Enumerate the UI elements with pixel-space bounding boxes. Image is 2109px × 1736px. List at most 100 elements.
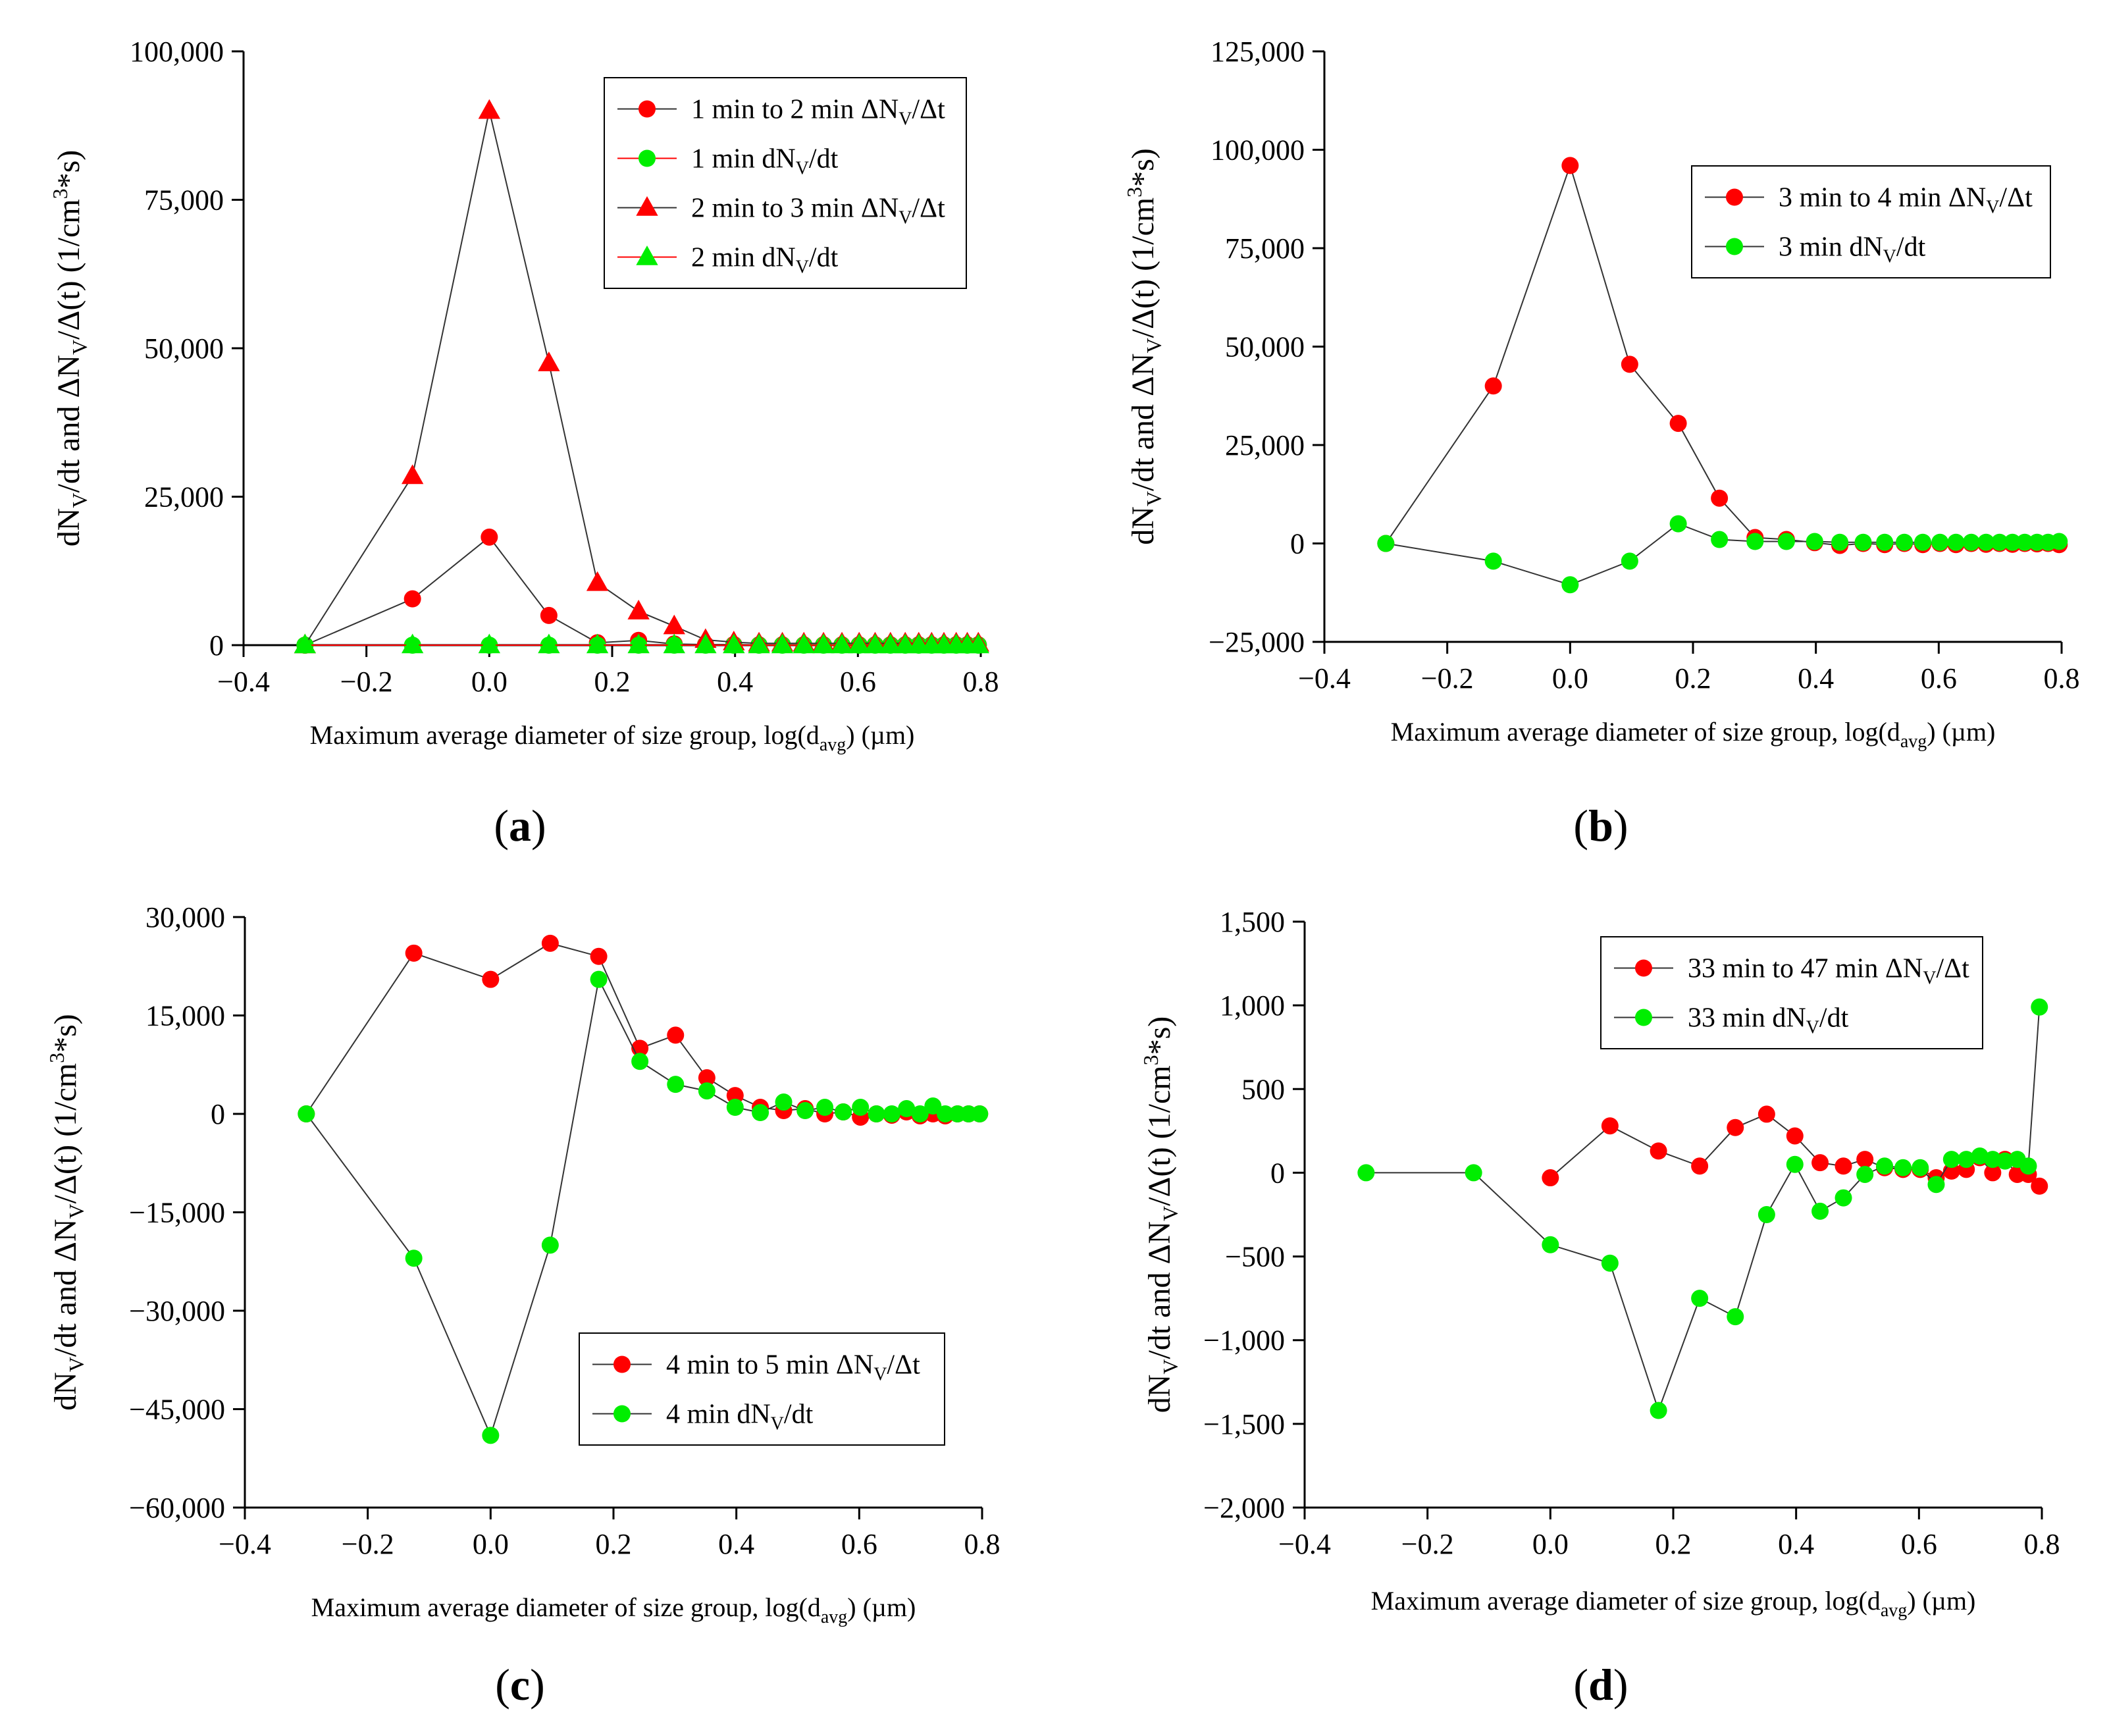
legend-marker xyxy=(1635,1009,1652,1026)
y-tick-label: 0 xyxy=(211,1098,225,1130)
data-point xyxy=(1835,1189,1852,1207)
y-axis-label: dNV/dt and ΔNV/Δ(t) (1/cm3*s) xyxy=(1139,1016,1182,1413)
data-point xyxy=(538,633,560,654)
data-point xyxy=(1896,533,1914,551)
data-point xyxy=(723,633,745,654)
legend-marker xyxy=(638,100,656,118)
legend-label: 3 min dNV/dt xyxy=(1779,232,1926,267)
chart-panel-a: −0.4 −0.2 0.0 0.2 0.4 0.6 0.8 0 25,000 50,000 75,0… xyxy=(0,0,1054,790)
data-point xyxy=(1691,1290,1709,1307)
legend-label: 3 min to 4 min ΔNV/Δt xyxy=(1779,183,2033,218)
x-axis-label: Maximum average diameter of size group, … xyxy=(1371,1586,1976,1621)
x-tick-label: 0.0 xyxy=(471,666,508,698)
data-point xyxy=(831,633,853,654)
y-tick-label: 25,000 xyxy=(1225,429,1305,461)
data-point xyxy=(726,1099,744,1117)
legend-label: 2 min to 3 min ΔNV/Δt xyxy=(691,194,945,228)
data-point xyxy=(401,464,424,485)
x-tick-label: −0.4 xyxy=(217,666,270,698)
y-tick-label: 50,000 xyxy=(1225,331,1305,363)
data-point xyxy=(482,1427,500,1444)
data-point xyxy=(1758,1206,1775,1223)
data-point xyxy=(898,1100,916,1118)
legend-label: 33 min to 47 min ΔNV/Δt xyxy=(1688,954,1969,989)
data-point xyxy=(1811,1154,1829,1172)
data-point xyxy=(1931,533,1949,551)
data-point xyxy=(1927,1176,1945,1194)
data-point xyxy=(1835,1157,1852,1175)
data-point xyxy=(1465,1164,1482,1182)
data-point xyxy=(1977,533,1995,551)
y-tick-label: 75,000 xyxy=(144,184,224,217)
data-point xyxy=(663,633,685,654)
y-axis-label: dNV/dt and ΔNV/Δ(t) (1/cm3*s) xyxy=(48,150,91,547)
data-point xyxy=(1962,533,1980,551)
y-axis-label: dNV/dt and ΔNV/Δ(t) (1/cm3*s) xyxy=(45,1014,88,1411)
x-tick-label: 0.4 xyxy=(717,666,753,698)
data-point xyxy=(1561,576,1579,594)
y-tick-label: −25,000 xyxy=(1209,626,1305,658)
y-tick-label: −1,500 xyxy=(1203,1408,1285,1440)
data-point xyxy=(1621,552,1638,570)
y-tick-label: 0 xyxy=(209,629,224,662)
data-point xyxy=(1377,535,1395,552)
x-tick-label: 0.2 xyxy=(594,666,631,698)
data-point xyxy=(1650,1402,1667,1419)
y-tick-label: −60,000 xyxy=(129,1492,225,1524)
data-point xyxy=(694,633,717,654)
data-point xyxy=(1786,1127,1804,1145)
legend-marker xyxy=(636,196,658,216)
x-tick-label: −0.2 xyxy=(342,1528,394,1560)
data-point xyxy=(1777,533,1795,550)
legend-marker xyxy=(638,149,656,167)
panel-label-d: (d) xyxy=(1573,1660,1628,1710)
data-point xyxy=(726,1087,744,1105)
chart-panel-b: −0.4 −0.2 0.0 0.2 0.4 0.6 0.8 −25,000 0 25,000 50,… xyxy=(1054,0,2109,790)
x-tick-label: 0.4 xyxy=(1798,662,1834,695)
series-0 xyxy=(1542,1105,2048,1195)
x-tick-label: −0.2 xyxy=(1401,1528,1454,1560)
data-point xyxy=(924,1097,942,1115)
data-point xyxy=(586,633,609,654)
y-axis-label: dNV/dt and ΔNV/Δ(t) (1/cm3*s) xyxy=(1122,148,1166,545)
data-point xyxy=(1856,1151,1874,1169)
data-point xyxy=(1601,1254,1619,1272)
legend-box xyxy=(604,77,967,289)
data-point xyxy=(1876,533,1894,551)
panel-label-b: (b) xyxy=(1573,801,1628,851)
x-tick-label: 0.8 xyxy=(2044,662,2080,695)
data-point xyxy=(771,633,794,654)
series-3 xyxy=(294,633,989,654)
data-point xyxy=(663,614,685,635)
x-tick-label: 0.4 xyxy=(718,1528,754,1560)
data-point xyxy=(1484,377,1502,395)
legend-marker xyxy=(1726,188,1743,206)
data-point xyxy=(541,1236,559,1254)
series-1 xyxy=(1377,515,2068,594)
x-tick-label: −0.4 xyxy=(1278,1528,1331,1560)
panel-label-a: (a) xyxy=(494,801,546,851)
chart-svg: −0.4 −0.2 0.0 0.2 0.4 0.6 0.8 0 25,000 50,000 75,0… xyxy=(48,36,999,755)
chart-svg: −0.4 −0.2 0.0 0.2 0.4 0.6 0.8 −60,000 −45,000 −30… xyxy=(45,901,1001,1627)
y-tick-label: 1,000 xyxy=(1220,989,1285,1022)
data-point xyxy=(401,633,424,654)
data-point xyxy=(1831,533,1849,551)
series-1 xyxy=(298,970,989,1444)
data-point xyxy=(540,606,558,624)
x-tick-label: 0.8 xyxy=(964,1528,1001,1560)
data-point xyxy=(1912,1159,1929,1176)
data-point xyxy=(2031,998,2048,1016)
x-tick-label: 0.8 xyxy=(2024,1528,2060,1560)
data-point xyxy=(835,1103,852,1121)
x-tick-label: 0.8 xyxy=(963,666,999,698)
data-point xyxy=(1711,531,1729,548)
data-point xyxy=(1806,533,1823,550)
data-point xyxy=(294,633,317,654)
y-tick-label: 500 xyxy=(1241,1073,1285,1105)
data-point xyxy=(538,352,560,371)
data-point xyxy=(2031,1177,2048,1195)
y-tick-label: 25,000 xyxy=(144,481,224,513)
data-point xyxy=(1357,1164,1375,1182)
data-point xyxy=(1914,533,1932,551)
data-point xyxy=(405,944,423,962)
